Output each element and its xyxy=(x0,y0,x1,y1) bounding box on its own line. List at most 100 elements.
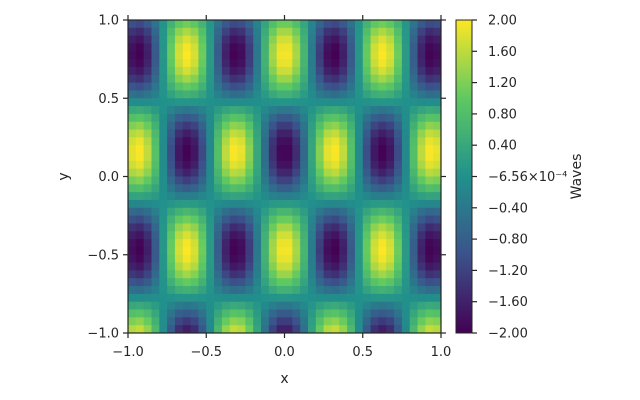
heatmap-cell xyxy=(159,246,168,256)
heatmap-cell xyxy=(307,145,317,154)
heatmap-cell xyxy=(206,74,215,84)
heatmap-cell xyxy=(245,286,254,295)
heatmap-cell xyxy=(151,168,160,178)
heatmap-cell xyxy=(135,309,145,318)
heatmap-cell xyxy=(331,35,340,45)
heatmap-cell xyxy=(300,301,309,311)
heatmap-cell xyxy=(425,184,434,193)
heatmap-cell xyxy=(331,43,340,52)
heatmap-cell xyxy=(315,90,325,99)
heatmap-cell xyxy=(425,43,434,52)
heatmap-cell xyxy=(261,137,270,146)
heatmap-cell xyxy=(362,246,372,256)
heatmap-cell xyxy=(261,129,270,138)
heatmap-cell xyxy=(206,90,215,99)
heatmap-cell xyxy=(198,113,207,123)
heatmap-cell xyxy=(143,113,153,123)
heatmap-cell xyxy=(128,231,137,240)
heatmap-cell xyxy=(245,301,254,311)
heatmap-cell xyxy=(331,286,340,295)
heatmap-cell xyxy=(198,90,207,99)
heatmap-cell xyxy=(300,137,309,146)
heatmap-cell xyxy=(253,270,262,279)
heatmap-cell xyxy=(182,168,192,178)
heatmap-cell xyxy=(229,168,239,178)
heatmap-cell xyxy=(378,129,387,138)
heatmap-cell xyxy=(229,153,239,162)
heatmap-cell xyxy=(229,35,239,45)
heatmap-cell xyxy=(401,27,411,37)
heatmap-cell xyxy=(214,90,223,99)
heatmap-cell xyxy=(182,121,192,131)
heatmap-cell xyxy=(347,278,356,287)
heatmap-cell xyxy=(182,286,192,295)
heatmap-cell xyxy=(417,59,426,68)
heatmap-cell xyxy=(276,239,286,248)
heatmap-cell xyxy=(401,270,411,279)
heatmap-cell xyxy=(261,246,270,256)
heatmap-cell xyxy=(300,106,309,115)
heatmap-cell xyxy=(354,262,364,272)
heatmap-cell xyxy=(143,82,153,92)
heatmap-cell xyxy=(417,325,426,333)
heatmap-cell xyxy=(354,184,364,193)
heatmap-cell xyxy=(433,59,441,68)
heatmap-cell xyxy=(151,207,160,217)
heatmap-cell xyxy=(300,207,309,217)
heatmap-cell xyxy=(151,121,160,131)
heatmap-cell xyxy=(245,121,254,131)
heatmap-cell xyxy=(167,66,176,76)
heatmap-cell xyxy=(128,301,137,311)
heatmap-cell xyxy=(245,246,254,256)
heatmap-cell xyxy=(206,82,215,92)
heatmap-cell xyxy=(135,301,145,311)
heatmap-cell xyxy=(378,239,387,248)
heatmap-cell xyxy=(276,82,286,92)
heatmap-cell xyxy=(198,293,207,303)
heatmap-cell xyxy=(214,113,223,123)
heatmap-cell xyxy=(245,207,254,217)
heatmap-cell xyxy=(135,35,145,45)
heatmap-cell xyxy=(323,43,333,52)
heatmap-cell xyxy=(292,20,301,29)
heatmap-cell xyxy=(143,121,153,131)
heatmap-cell xyxy=(221,262,231,272)
heatmap-cell xyxy=(253,59,262,68)
colorbar-tick-label: 1.20 xyxy=(488,76,517,91)
heatmap-cell xyxy=(370,199,380,209)
heatmap-cell xyxy=(221,74,231,84)
heatmap-cell xyxy=(151,43,160,52)
heatmap-cell xyxy=(268,270,278,279)
heatmap-cell xyxy=(206,66,215,76)
heatmap-cell xyxy=(268,160,278,170)
heatmap-cell xyxy=(417,293,426,303)
heatmap-cell xyxy=(433,325,441,333)
heatmap-cell xyxy=(401,113,411,123)
heatmap-cell xyxy=(206,153,215,162)
heatmap-cell xyxy=(315,317,325,326)
heatmap-cell xyxy=(190,262,200,272)
heatmap-cell xyxy=(143,66,153,76)
heatmap-cell xyxy=(221,207,231,217)
heatmap-cell xyxy=(339,293,348,303)
heatmap-cell xyxy=(409,184,419,193)
heatmap-cell xyxy=(174,246,184,256)
heatmap-cell xyxy=(417,199,426,209)
heatmap-cell xyxy=(433,98,441,107)
heatmap-cell xyxy=(167,82,176,92)
heatmap-cell xyxy=(362,113,372,123)
heatmap-cell xyxy=(394,106,403,115)
heatmap-cell xyxy=(292,317,301,326)
heatmap-cell xyxy=(276,43,286,52)
heatmap-cell xyxy=(237,27,246,37)
heatmap-cell xyxy=(354,301,364,311)
heatmap-cell xyxy=(292,239,301,248)
heatmap-cell xyxy=(167,74,176,84)
heatmap-cell xyxy=(433,309,441,318)
heatmap-cell xyxy=(347,207,356,217)
heatmap-cell xyxy=(221,129,231,138)
heatmap-cell xyxy=(159,192,168,201)
heatmap-cell xyxy=(276,199,286,209)
heatmap-cell xyxy=(370,43,380,52)
heatmap-cell xyxy=(292,199,301,209)
